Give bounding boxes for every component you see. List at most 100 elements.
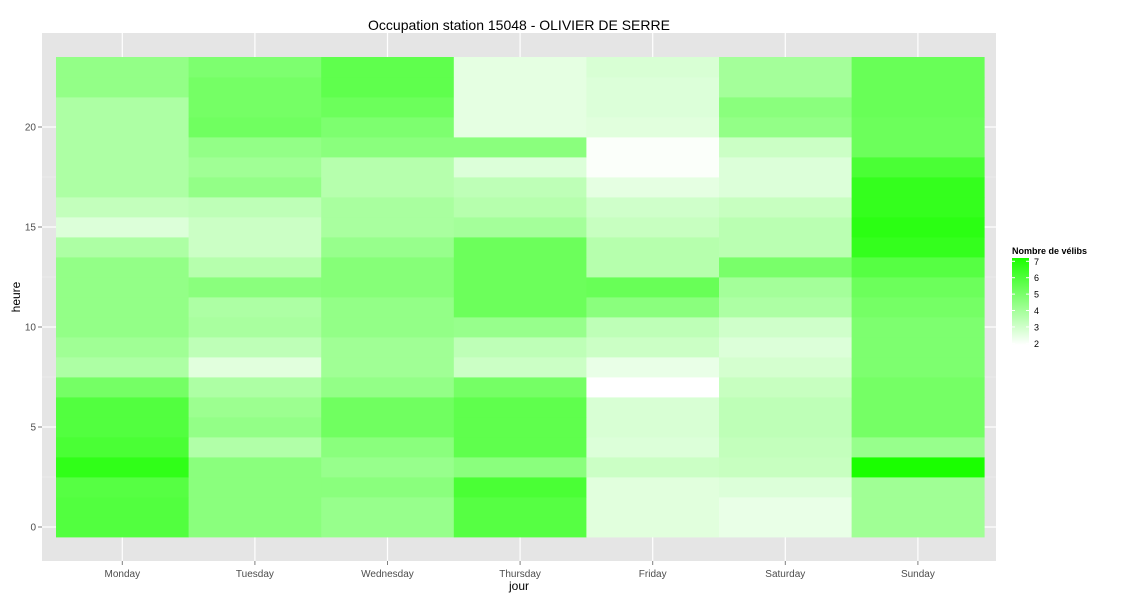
legend-tick-label: 5 — [1034, 290, 1039, 300]
legend-tick-label: 6 — [1034, 273, 1039, 283]
heatmap-cell — [453, 137, 587, 158]
heatmap-cell — [56, 137, 189, 158]
heatmap-cell — [56, 337, 189, 358]
heatmap-cell — [851, 337, 985, 358]
legend-tick-label: 7 — [1034, 257, 1039, 267]
heatmap-cell — [586, 197, 720, 218]
heatmap-cell — [586, 477, 720, 498]
heatmap-cell — [321, 137, 455, 158]
x-axis-ticks: Monday Tuesday Wednesday Thursday Friday Satu… — [105, 561, 935, 580]
heatmap-cell — [56, 437, 189, 458]
heatmap-cell — [851, 497, 985, 518]
heatmap-cell — [586, 277, 720, 298]
heatmap-cell — [321, 97, 455, 118]
heatmap-cell — [719, 97, 852, 118]
heatmap-cell — [851, 197, 985, 218]
x-tick-label: Monday — [105, 569, 141, 580]
heatmap-cell — [56, 277, 189, 298]
heatmap-cell — [321, 457, 455, 478]
heatmap-cell — [188, 477, 322, 498]
heatmap-cell — [56, 217, 189, 238]
x-tick-label: Tuesday — [236, 569, 274, 580]
heatmap-cell — [188, 457, 322, 478]
heatmap-cell — [586, 377, 720, 398]
heatmap-cell — [851, 57, 985, 78]
heatmap-cell — [188, 97, 322, 118]
heatmap-cell — [851, 397, 985, 418]
heatmap-cell — [188, 157, 322, 178]
heatmap-cell — [56, 517, 189, 538]
heatmap-cell — [453, 517, 587, 538]
heatmap-cell — [56, 297, 189, 318]
x-axis-title: jour — [508, 579, 529, 593]
heatmap-cell — [188, 317, 322, 338]
heatmap-cell — [56, 497, 189, 518]
heatmap-cell — [321, 277, 455, 298]
heatmap-cell — [453, 297, 587, 318]
heatmap-cells — [56, 57, 985, 538]
heatmap-cell — [453, 317, 587, 338]
x-tick-label: Thursday — [499, 569, 541, 580]
heatmap-cell — [453, 377, 587, 398]
heatmap-cell — [719, 237, 852, 258]
heatmap-cell — [586, 417, 720, 438]
heatmap-cell — [453, 457, 587, 478]
heatmap-cell — [188, 377, 322, 398]
heatmap-cell — [586, 177, 720, 198]
heatmap-cell — [851, 157, 985, 178]
heatmap-cell — [56, 97, 189, 118]
legend-color-bar — [1012, 258, 1029, 345]
y-tick-label: 5 — [30, 423, 36, 434]
y-axis-title: heure — [9, 281, 23, 312]
heatmap-cell — [321, 197, 455, 218]
heatmap-cell — [188, 237, 322, 258]
heatmap-cell — [851, 97, 985, 118]
heatmap-cell — [321, 377, 455, 398]
legend-ticks: 2 3 4 5 6 7 — [1012, 257, 1039, 349]
heatmap-cell — [851, 117, 985, 138]
heatmap-cell — [188, 297, 322, 318]
heatmap-cell — [56, 177, 189, 198]
heatmap-cell — [188, 417, 322, 438]
heatmap-cell — [321, 217, 455, 238]
heatmap-cell — [321, 297, 455, 318]
heatmap-cell — [851, 357, 985, 378]
heatmap-cell — [586, 157, 720, 178]
heatmap-cell — [188, 217, 322, 238]
heatmap-cell — [321, 497, 455, 518]
heatmap-cell — [719, 437, 852, 458]
heatmap-cell — [188, 257, 322, 278]
heatmap-cell — [453, 57, 587, 78]
heatmap-cell — [851, 77, 985, 98]
heatmap-cell — [321, 177, 455, 198]
heatmap-cell — [586, 357, 720, 378]
heatmap-cell — [586, 497, 720, 518]
heatmap-cell — [56, 117, 189, 138]
heatmap-cell — [719, 377, 852, 398]
color-legend: Nombre de vélibs 2 3 4 5 6 7 — [1012, 246, 1087, 349]
heatmap-cell — [719, 57, 852, 78]
heatmap-cell — [453, 277, 587, 298]
heatmap-cell — [719, 277, 852, 298]
heatmap-cell — [851, 137, 985, 158]
heatmap-cell — [453, 477, 587, 498]
heatmap-cell — [719, 317, 852, 338]
heatmap-cell — [719, 477, 852, 498]
heatmap-cell — [56, 417, 189, 438]
heatmap-cell — [586, 297, 720, 318]
heatmap-cell — [321, 337, 455, 358]
heatmap-cell — [719, 117, 852, 138]
heatmap-cell — [851, 257, 985, 278]
heatmap-cell — [586, 77, 720, 98]
heatmap-cell — [851, 377, 985, 398]
heatmap-cell — [586, 137, 720, 158]
heatmap-cell — [719, 177, 852, 198]
heatmap-cell — [188, 357, 322, 378]
heatmap-cell — [586, 517, 720, 538]
heatmap-cell — [719, 337, 852, 358]
heatmap-cell — [851, 297, 985, 318]
heatmap-cell — [586, 397, 720, 418]
heatmap-cell — [719, 157, 852, 178]
heatmap-cell — [453, 97, 587, 118]
